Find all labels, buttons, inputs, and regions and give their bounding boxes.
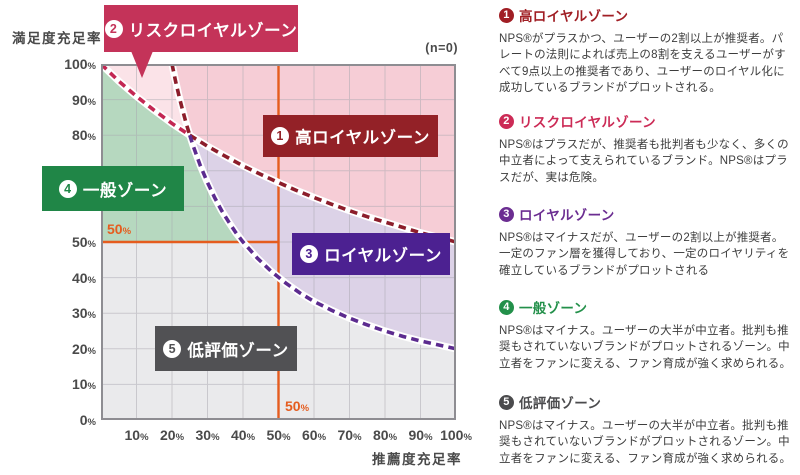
percent-sign: % <box>87 96 96 108</box>
satisfaction-boundary-dashed <box>188 133 456 244</box>
x-tick-label: 50% <box>266 427 291 443</box>
zone-badge-label: 一般ゾーン <box>82 181 168 200</box>
x-tick-label: 40% <box>230 427 256 443</box>
zone-badge-loyal: 3 ロイヤルゾーン <box>292 233 450 275</box>
x-tick-label: 20% <box>159 427 185 443</box>
crosshair-label-bottom: 50% <box>285 398 310 414</box>
legend-section-5: 5 低評価ゾーン NPS®はマイナス。ユーザーの大半が中立者。批判も推奨もされていな… <box>499 392 792 467</box>
crosshair-label-left: 50% <box>107 221 132 237</box>
legend-section-title: 低評価ゾーン <box>519 396 602 411</box>
zone-badge-label: リスクロイヤルゾーン <box>128 21 298 40</box>
zone-number: 5 <box>163 339 182 358</box>
percent-sign: % <box>87 345 96 357</box>
y-tick-label: 50% <box>71 234 96 250</box>
legend-section-heading: 1 高ロイヤルゾーン <box>499 5 792 25</box>
y-tick-label: 80% <box>71 127 96 144</box>
percent-sign: % <box>463 432 472 443</box>
percent-sign: % <box>87 381 96 393</box>
y-tick-label: 40% <box>71 269 96 286</box>
percent-sign: % <box>87 417 96 428</box>
zone-legend-panel: 1 高ロイヤルゾーン NPS®がプラスかつ、ユーザーの2割以上が推奨者。パレートの法… <box>499 0 792 475</box>
y-tick-label: 0% <box>79 412 96 428</box>
zone-number: 5 <box>499 394 514 410</box>
zone-number: 3 <box>499 206 514 222</box>
legend-section-2: 2 リスクロイヤルゾーン NPS®はプラスだが、推奨者も批判者も少なく、多くの中立者… <box>499 111 792 186</box>
zone-number: 1 <box>499 7 514 23</box>
legend-section-1: 1 高ロイヤルゾーン NPS®がプラスかつ、ユーザーの2割以上が推奨者。パレートの法… <box>499 5 792 97</box>
legend-section-title: 高ロイヤルゾーン <box>519 9 629 24</box>
zone-badge-label: 高ロイヤルゾーン <box>295 129 430 147</box>
plot-border <box>101 64 456 420</box>
legend-section-heading: 4 一般ゾーン <box>499 297 792 317</box>
zone-badge-risk-loyal: 2 リスクロイヤルゾーン <box>104 5 298 78</box>
recommendation-boundary-dashed <box>188 134 456 351</box>
legend-section-description: NPS®はマイナス。ユーザーの大半が中立者。批判も推奨もされていないブランドがプ… <box>499 420 792 465</box>
recommendation-boundary-dashed <box>170 64 192 136</box>
legend-section-4: 4 一般ゾーン NPS®はマイナス。ユーザーの大半が中立者。批判も推奨もされていない… <box>499 297 792 372</box>
zone-number: 4 <box>58 179 77 198</box>
zone-number: 1 <box>271 127 290 145</box>
x-tick-label: 30% <box>195 427 220 443</box>
x-tick-label: 70% <box>337 427 362 443</box>
legend-section-description: NPS®はマイナスだが、ユーザーの2割以上が推奨者。一定のファン層を獲得しており… <box>499 232 790 277</box>
satisfaction-boundary-dashed <box>101 64 191 137</box>
percent-sign: % <box>282 432 291 443</box>
percent-sign: % <box>87 274 96 286</box>
y-tick-label: 30% <box>71 305 96 322</box>
percent-sign: % <box>87 239 96 250</box>
percent-sign: % <box>317 432 327 443</box>
y-axis-title: 満足度充足率 <box>12 31 102 46</box>
percent-sign: % <box>87 61 96 72</box>
zone-number: 3 <box>300 245 319 263</box>
x-tick-label: 60% <box>301 427 327 443</box>
percent-sign: % <box>87 132 96 144</box>
zone-badge-label: ロイヤルゾーン <box>324 247 442 265</box>
legend-section-3: 3 ロイヤルゾーン NPS®はマイナスだが、ユーザーの2割以上が推奨者。一定のファン… <box>499 204 792 279</box>
legend-section-heading: 5 低評価ゾーン <box>499 392 792 412</box>
zone-badge-low-rated: 5 低評価ゾーン <box>155 326 297 371</box>
x-axis-title: 推薦度充足率 <box>372 452 462 467</box>
percent-sign: % <box>140 432 149 443</box>
x-tick-label: 100% <box>440 427 472 443</box>
y-tick-label: 100% <box>64 56 96 72</box>
zone-badge-high-loyal: 1 高ロイヤルゾーン <box>263 115 438 157</box>
legend-section-heading: 3 ロイヤルゾーン <box>499 204 792 224</box>
zone-number: 4 <box>499 299 514 315</box>
legend-section-description: NPS®はマイナス。ユーザーの大半が中立者。批判も推奨もされていないブランドがプ… <box>499 325 792 370</box>
percent-sign: % <box>353 432 362 443</box>
percent-sign: % <box>300 403 310 414</box>
legend-section-title: リスクロイヤルゾーン <box>519 115 656 130</box>
percent-sign: % <box>246 432 256 443</box>
sample-size-note: (n=0) <box>425 41 458 55</box>
badge-pointer-tail <box>131 51 153 78</box>
percent-sign: % <box>87 310 96 322</box>
percent-sign: % <box>388 432 398 443</box>
legend-section-title: ロイヤルゾーン <box>519 208 615 223</box>
legend-section-heading: 2 リスクロイヤルゾーン <box>499 111 792 131</box>
zone-badge-general: 4 一般ゾーン <box>42 166 184 211</box>
x-tick-label: 10% <box>124 427 149 443</box>
y-tick-label: 20% <box>71 340 96 357</box>
percent-sign: % <box>211 432 220 443</box>
legend-section-description: NPS®がプラスかつ、ユーザーの2割以上が推奨者。パレートの法則によれば売上の8… <box>499 33 786 95</box>
y-tick-label: 90% <box>71 91 96 108</box>
zone-number: 2 <box>499 113 514 129</box>
x-tick-label: 90% <box>408 427 433 443</box>
legend-section-description: NPS®はプラスだが、推奨者も批判者も少なく、多くの中立者によって支えられている… <box>499 139 789 184</box>
x-tick-label: 80% <box>372 427 398 443</box>
y-tick-label: 10% <box>71 376 96 393</box>
zone-badge-label: 低評価ゾーン <box>187 341 289 360</box>
percent-sign: % <box>122 226 132 237</box>
percent-sign: % <box>175 432 185 443</box>
percent-sign: % <box>424 432 433 443</box>
legend-section-title: 一般ゾーン <box>519 301 588 316</box>
zone-number: 2 <box>104 19 123 38</box>
